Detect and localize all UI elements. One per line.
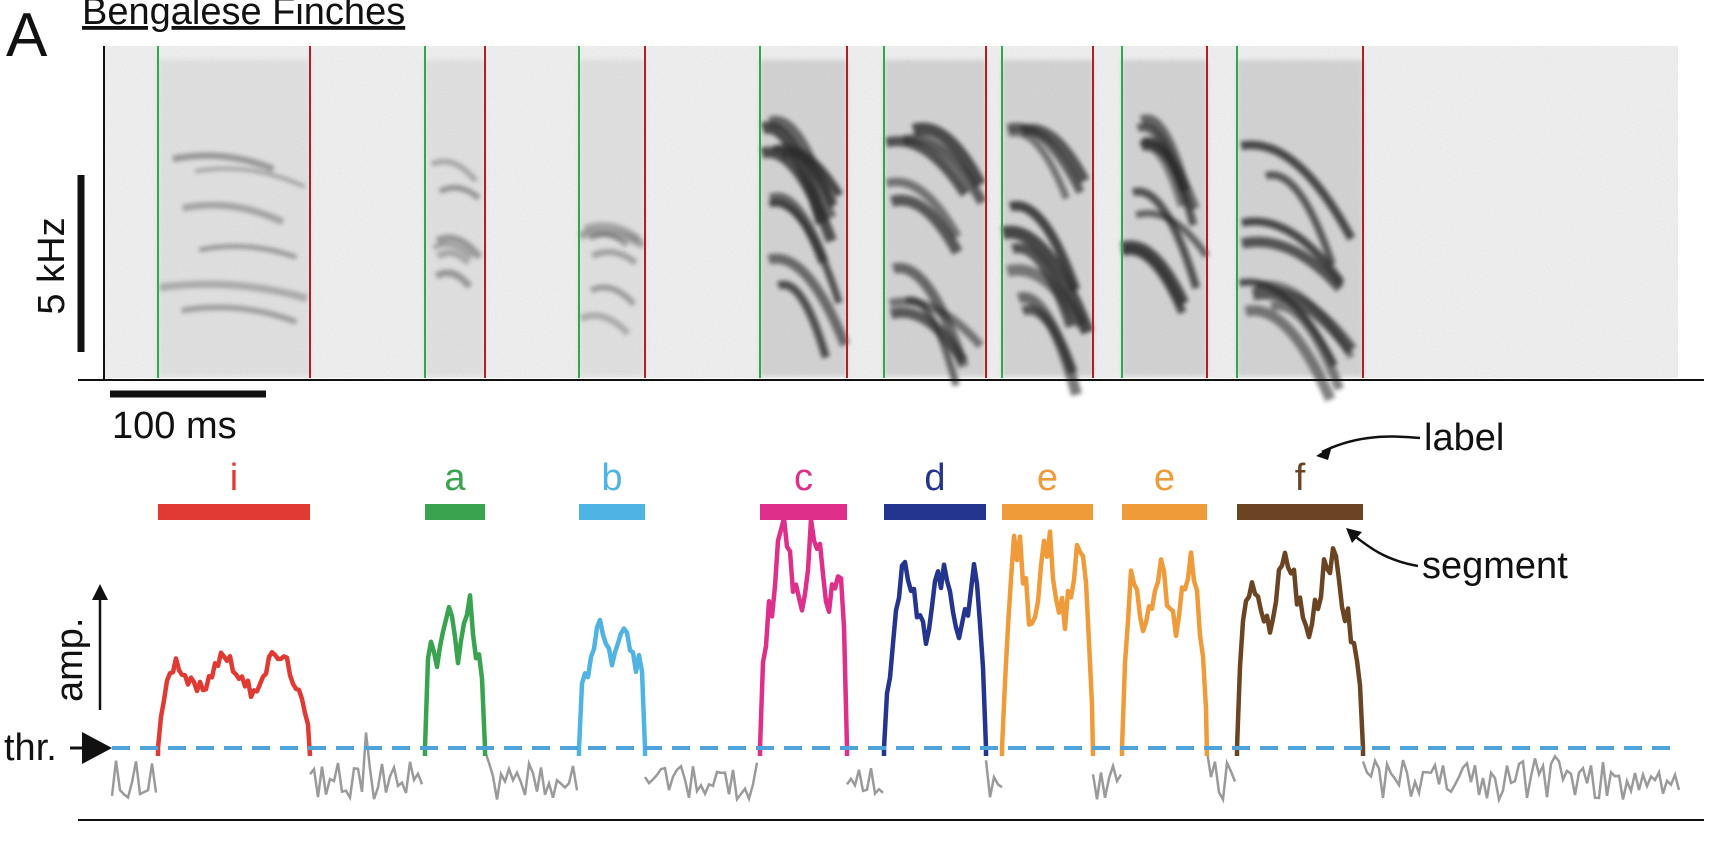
label-callout-arrow [1321,435,1421,454]
syllable-amplitude-trace [999,529,1096,757]
segment-callout-arrowhead [1346,528,1362,543]
spectrogram [78,46,1704,402]
below-threshold-trace [1361,754,1681,804]
syllable-label: c [794,457,813,499]
syllable-amplitude-trace [422,593,488,756]
syllable-label: f [1295,457,1306,499]
threshold-label: thr. [4,727,57,769]
below-threshold-trace [309,732,424,802]
syllable-amplitude-trace [1234,546,1366,756]
syllable-amplitude-trace [1119,550,1210,757]
segment-callout-arrow [1351,533,1419,568]
time-scale-label: 100 ms [112,405,237,447]
syllable-spectrogram [578,60,646,376]
label-callout-arrowhead [1316,446,1332,460]
frequency-scale-label: 5 kHz [31,217,73,314]
segment-bar [158,504,310,520]
syllable-spectrogram [760,60,850,376]
below-threshold-trace [110,760,158,800]
segment-bar [425,504,485,520]
segment-bar [579,504,645,520]
syllable-spectrogram [1001,60,1094,397]
amplitude-axis: amp. [49,584,108,710]
below-threshold-trace [845,767,884,797]
syllable-spectrogram [158,60,310,376]
syllable-label: e [1154,457,1175,499]
amplitude-axis-label: amp. [49,618,91,702]
figure-title: Bengalese Finches [82,0,405,33]
below-threshold-trace [483,750,579,800]
syllable-label: d [924,457,945,499]
label-callout: label [1316,417,1504,460]
syllable-label: b [601,457,622,499]
segment-bar [760,504,847,520]
below-threshold-trace [643,762,759,803]
segment-bar [884,504,986,520]
syllable-spectrogram [1120,60,1210,376]
amplitude-axis-arrowhead [92,584,108,600]
segment-boundaries [157,46,1364,378]
syllable-label: i [230,457,238,499]
below-threshold-trace [1205,751,1237,804]
segment-bar [1122,504,1207,520]
syllable-label: a [444,457,466,499]
syllable-amplitude-trace [576,617,648,756]
spectrogram-energy [158,60,1363,402]
syllable-label: e [1037,457,1058,499]
panel-letter: A [6,1,48,70]
threshold-arrow-icon [82,732,112,764]
syllable-amplitude-trace [155,649,313,757]
below-threshold-trace [984,760,1003,798]
segment-callout: segment [1346,528,1568,587]
label-callout-text: label [1424,417,1504,459]
syllable-spectrogram [1237,60,1363,402]
amplitude-trace [110,516,1681,804]
segment-callout-text: segment [1422,545,1568,587]
segment-bar [1237,504,1363,520]
segment-bar [1002,504,1093,520]
syllable-amplitude-trace [881,559,989,756]
syllable-amplitude-trace [757,516,850,756]
syllable-spectrogram [425,60,485,376]
below-threshold-trace [1091,761,1123,800]
syllable-spectrogram [884,60,987,387]
